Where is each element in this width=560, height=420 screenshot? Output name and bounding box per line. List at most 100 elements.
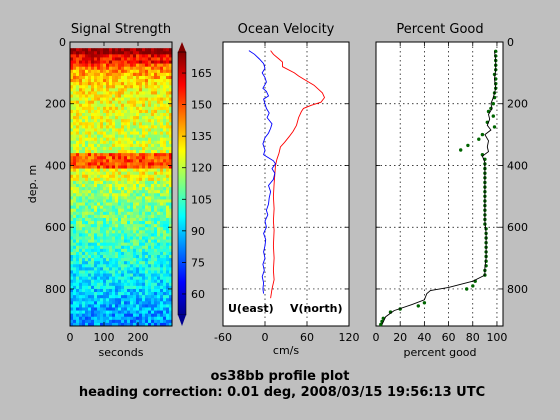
heatmap-cell [145, 202, 149, 206]
heatmap-cell [133, 103, 137, 108]
heatmap-cell [73, 310, 77, 314]
heatmap-cell [100, 69, 104, 74]
heatmap-cell [118, 248, 122, 253]
heatmap-cell [103, 109, 107, 114]
heatmap-cell [94, 273, 98, 277]
heatmap-cell [79, 60, 83, 64]
heatmap-cell [157, 282, 161, 287]
heatmap-cell [115, 190, 119, 194]
heatmap-cell [115, 174, 119, 179]
heatmap-cell [142, 304, 146, 308]
heatmap-cell [106, 298, 110, 302]
heatmap-cell [109, 193, 113, 197]
heatmap-cell [142, 193, 146, 197]
heatmap-cell [106, 322, 110, 327]
heatmap-cell [112, 168, 116, 172]
heatmap-cell [118, 162, 122, 166]
heatmap-cell [157, 134, 161, 138]
heatmap-cell [154, 193, 158, 197]
heatmap-cell [133, 227, 137, 231]
heatmap-cell [70, 122, 74, 126]
heatmap-cell [130, 217, 134, 222]
heatmap-cell [115, 221, 119, 225]
heatmap-cell [148, 276, 152, 280]
heatmap-cell [136, 211, 140, 216]
heatmap-cell [169, 270, 173, 274]
heatmap-cell [154, 295, 158, 299]
heatmap-cell [142, 236, 146, 240]
heatmap-cell [160, 292, 164, 296]
heatmap-cell [163, 236, 167, 240]
heatmap-cell [109, 242, 113, 247]
heatmap-cell [106, 248, 110, 253]
heatmap-cell [109, 131, 113, 135]
heatmap-cell [70, 190, 74, 194]
heatmap-cell [109, 273, 113, 277]
percent-good-point [466, 143, 470, 148]
heatmap-cell [130, 264, 134, 268]
heatmap-cell [157, 239, 161, 243]
heatmap-cell [103, 258, 107, 262]
heatmap-cell [136, 79, 140, 83]
heatmap-cell [142, 143, 146, 148]
heatmap-cell [142, 131, 146, 135]
heatmap-cell [136, 103, 140, 108]
heatmap-cell [139, 168, 143, 172]
heatmap-cell [163, 88, 167, 92]
heatmap-cell [118, 258, 122, 262]
colorbar-tick-label: 135 [191, 130, 212, 143]
heatmap-cell [88, 276, 92, 280]
heatmap-cell [139, 134, 143, 138]
heatmap-cell [163, 177, 167, 182]
heatmap-cell [88, 285, 92, 290]
heatmap-cell [163, 199, 167, 203]
heatmap-cell [142, 205, 146, 209]
heatmap-cell [157, 146, 161, 151]
heatmap-cell [163, 54, 167, 58]
heatmap-cell [136, 217, 140, 222]
heatmap-cell [133, 88, 137, 92]
heatmap-cell [106, 51, 110, 55]
heatmap-cell [139, 298, 143, 302]
heatmap-cell [79, 156, 83, 160]
heatmap-cell [160, 146, 164, 151]
heatmap-cell [100, 251, 104, 256]
heatmap-cell [103, 54, 107, 58]
heatmap-cell [163, 270, 167, 274]
heatmap-cell [73, 66, 77, 71]
heatmap-cell [112, 205, 116, 209]
heatmap-cell [127, 168, 131, 172]
heatmap-cell [106, 94, 110, 98]
heatmap-cell [157, 295, 161, 299]
heatmap-cell [94, 54, 98, 58]
heatmap-cell [139, 248, 143, 253]
heatmap-cell [145, 270, 149, 274]
heatmap-cell [73, 221, 77, 225]
heatmap-cell [118, 208, 122, 213]
heatmap-cell [154, 134, 158, 138]
heatmap-cell [130, 242, 134, 247]
heatmap-cell [130, 75, 134, 80]
heatmap-cell [106, 75, 110, 80]
heatmap-cell [160, 91, 164, 95]
heatmap-cell [79, 137, 83, 142]
heatmap-cell [79, 224, 83, 228]
heatmap-cell [166, 97, 170, 101]
heatmap-cell [151, 125, 155, 129]
heatmap-cell [154, 242, 158, 247]
heatmap-cell [130, 214, 134, 219]
heatmap-cell [145, 190, 149, 194]
heatmap-cell [88, 239, 92, 243]
heatmap-cell [160, 109, 164, 114]
heatmap-cell [94, 168, 98, 172]
heatmap-cell [82, 187, 86, 191]
heatmap-cell [103, 217, 107, 222]
heatmap-cell [163, 131, 167, 135]
heatmap-cell [139, 69, 143, 74]
heatmap-cell [160, 224, 164, 228]
heatmap-cell [79, 199, 83, 203]
percent-good-point [491, 102, 495, 106]
heatmap-cell [163, 91, 167, 95]
heatmap-cell [106, 211, 110, 216]
heatmap-cell [148, 187, 152, 191]
